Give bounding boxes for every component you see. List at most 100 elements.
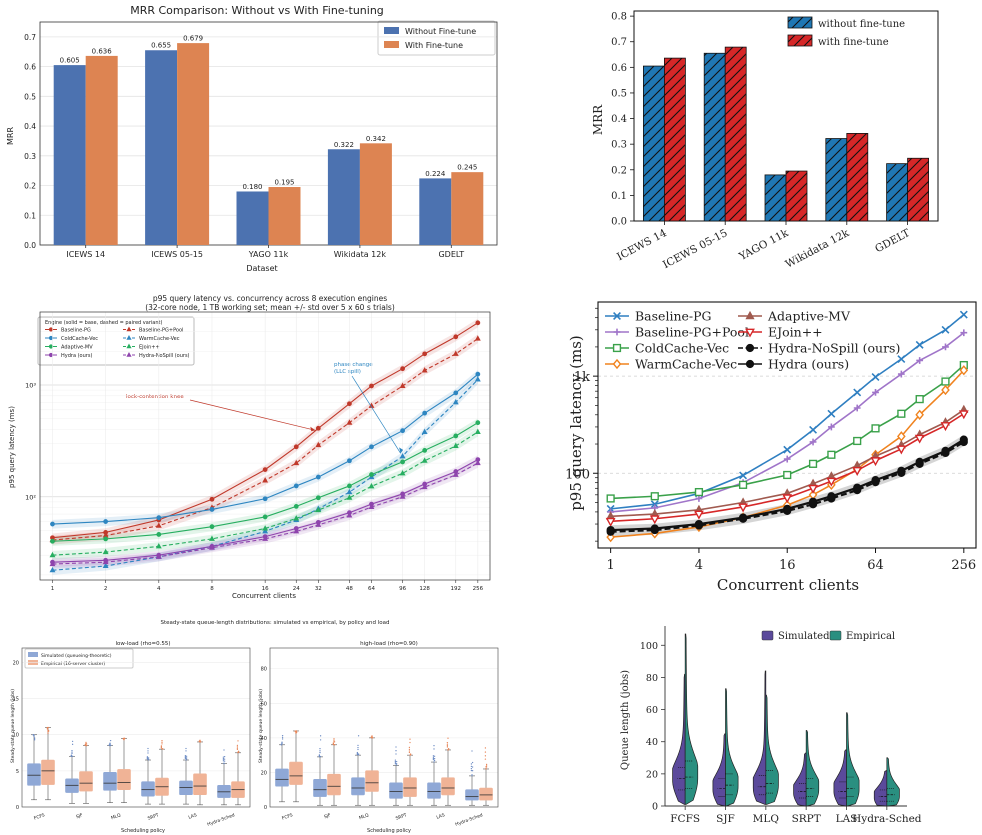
point-baseline-pg [941, 325, 950, 334]
point-coldcache-vec [453, 390, 459, 396]
box-outlier [395, 750, 397, 752]
box-outlier [199, 741, 202, 743]
box-outlier [394, 759, 397, 761]
point-ejoin [826, 477, 837, 487]
box-outlier [484, 755, 487, 757]
legend-label-warmcache-vec: WarmCache-Vec [139, 336, 180, 342]
x-tick-label: ICEWS 14 [615, 227, 669, 263]
point-coldcache-vec [209, 507, 215, 512]
point-hydra-ours [853, 483, 862, 492]
legend-label-without-fine-tune: without fine-tune [818, 19, 905, 30]
legend-swatch-simulated [761, 630, 774, 641]
box-outlier [33, 737, 36, 739]
bar-value-label: 0.636 [92, 47, 113, 55]
legend-marker-hydra-nospill-ours [745, 343, 755, 353]
point-baseline-pg-pool [421, 367, 428, 373]
legend-swatch-with-fine-tune-hatch [788, 35, 812, 46]
box-outlier [319, 735, 322, 737]
y-axis-label: MRR [591, 104, 605, 135]
y-tick-label: 80 [646, 673, 658, 684]
legend: Engine (solid = base, dashed = paired va… [37, 316, 195, 366]
box-outlier [198, 740, 201, 742]
y-tick-label: 0.8 [611, 12, 627, 23]
point-coldcache-vec [262, 496, 268, 502]
point-coldcache-vec [897, 409, 906, 418]
box-outlier [471, 750, 473, 752]
box-sim-mlq [103, 772, 117, 791]
legend-marker-ejoin [126, 343, 132, 349]
point-coldcache-vec [915, 395, 924, 404]
box-outlier [160, 745, 163, 747]
box-outlier [433, 757, 436, 760]
x-tick-label: LAS [188, 812, 198, 821]
box-outlier [147, 752, 149, 754]
box-outlier [471, 774, 473, 776]
box-outlier [47, 732, 49, 734]
legend-label-baseline-pg: Baseline-PG [635, 309, 712, 324]
box-outlier [47, 726, 50, 729]
bar-without-fine-tune-icews-14 [53, 65, 86, 245]
x-tick-label: FCFS [33, 812, 46, 821]
legend-marker-ejoin [745, 328, 755, 338]
x-tick-label: YAGO 11k [736, 227, 791, 264]
box-outlier [395, 761, 398, 763]
y-tick-label: 0.6 [611, 63, 627, 74]
box-outlier [71, 750, 73, 752]
box-outlier [185, 759, 187, 761]
point-adaptive-mv [50, 538, 55, 544]
point-adaptive-mv [156, 532, 162, 537]
legend-label-empirical: Empirical (16-server cluster) [41, 661, 105, 667]
box-emp-mlq [365, 770, 379, 792]
box-outlier [433, 761, 435, 763]
y-tick-label: 0.6 [24, 63, 36, 72]
box-outlier [484, 751, 487, 753]
point-coldcache-vec [293, 483, 299, 489]
box-sim-mlq [351, 777, 365, 796]
box-outlier [33, 738, 36, 740]
violin-sim-fcfs [672, 673, 686, 805]
legend-swatch-with-fine-tune [384, 41, 399, 48]
y-tick-label: 0 [16, 805, 19, 811]
point-baseline-pg-pool [262, 477, 269, 483]
chart-subtitle: (32-core node, 1 TB working set; mean +/… [145, 303, 395, 312]
point-hydra-nospill-ours [209, 544, 215, 550]
box-outlier [409, 753, 412, 755]
y-tick-label: 0.1 [24, 211, 36, 220]
x-tick-label: MLQ [753, 813, 780, 825]
bar-without-fine-tune-icews-05-15 [145, 50, 178, 245]
x-axis-label: Concurrent clients [232, 592, 296, 600]
box-outlier [161, 743, 163, 745]
point-hydra-nospill-ours [368, 503, 375, 510]
violin-sim-hydra-sched [873, 770, 888, 807]
x-tick-label: 256 [473, 586, 484, 592]
box-outlier [237, 751, 239, 753]
bar-hatch [846, 133, 868, 221]
legend-marker-adaptive-mv [745, 310, 755, 320]
box-outlier [371, 737, 374, 739]
bar-hatch [664, 58, 686, 222]
point-hydra-ours [827, 492, 836, 501]
box-outlier [395, 763, 398, 765]
point-hydra-ours [808, 497, 818, 506]
legend-marker-hydra-ours [745, 359, 755, 369]
point-ejoin [782, 494, 793, 504]
legend-label-hydra-nospill-ours: Hydra-NoSpill (ours) [139, 353, 190, 359]
point-ejoin [896, 445, 907, 455]
box-outlier [409, 741, 411, 744]
legend-frame [377, 20, 496, 56]
legend: Simulated Empirical [761, 630, 895, 642]
point-hydra-nospill-ours [346, 512, 353, 518]
legend-label-hydra-ours: Hydra (ours) [768, 357, 849, 372]
point-ejoin [452, 442, 459, 448]
bar-with-fine-tune-icews-05-15 [177, 43, 210, 245]
point-hydra-ours [941, 446, 950, 455]
point-hydra-nospill-ours [293, 528, 300, 534]
x-tick-label: SRPT [147, 812, 160, 822]
point-warmcache-vec [959, 365, 969, 376]
point-baseline-pg [262, 467, 268, 473]
point-baseline-pg [915, 340, 924, 349]
bar-with-fine-tune-wikidata-12k [359, 143, 392, 245]
point-warmcache-vec [49, 566, 56, 573]
bar-hatch [643, 66, 665, 221]
point-hydra-ours [959, 435, 968, 444]
